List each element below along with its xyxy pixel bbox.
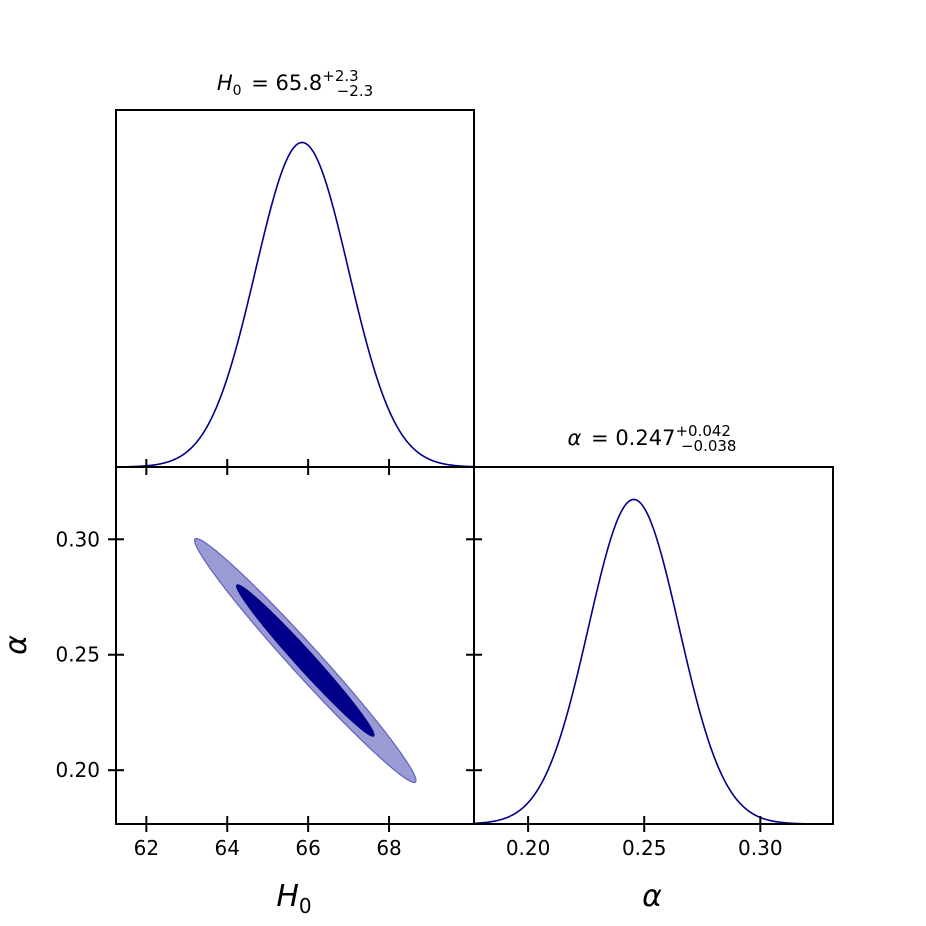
x-axis-label-h0: H0 (276, 879, 311, 918)
h0-title-plus: +2.3 (322, 67, 358, 85)
alpha-title-param: α (568, 426, 582, 450)
contour-68-region (236, 584, 375, 737)
alpha-xtick-label: 0.30 (738, 836, 783, 860)
joint-y-tick-labels: 0.20 0.25 0.30 (55, 527, 100, 782)
panel-marginal-alpha-frame (473, 466, 834, 825)
joint-xtick-label: 68 (376, 836, 401, 860)
alpha-title-plus: +0.042 (675, 422, 731, 440)
alpha-x-tick-labels: 0.20 0.25 0.30 (506, 836, 783, 860)
joint-xtick-label: 64 (215, 836, 240, 860)
h0-pdf-curve (115, 141, 475, 468)
joint-xtick-label: 66 (295, 836, 320, 860)
h0-title-param: H (217, 71, 233, 95)
joint-ytick-label: 0.30 (55, 527, 100, 551)
alpha-xtick-label: 0.20 (506, 836, 551, 860)
joint-xtick-label: 62 (134, 836, 159, 860)
y-axis-label-alpha: α (0, 635, 34, 655)
panel-marginal-h0: H0 = 65.8+2.3 −2.3 (115, 67, 475, 475)
alpha-title: α = 0.247+0.042 −0.038 (568, 422, 737, 455)
x-axis-label-alpha: α (642, 879, 662, 914)
panel-joint: 62 64 66 68 0.20 0.25 0.30 H0 α (0, 466, 482, 918)
joint-ticks (108, 538, 482, 832)
joint-ytick-label: 0.25 (55, 643, 100, 667)
panel-marginal-alpha: 0.20 0.25 0.30 α = 0.247+0.042 −0.038 α (473, 422, 834, 914)
panel-marginal-h0-frame (115, 109, 475, 468)
h0-title-subscript: 0 (233, 83, 242, 99)
joint-x-tick-labels: 62 64 66 68 (134, 836, 402, 860)
joint-ytick-label: 0.20 (55, 758, 100, 782)
alpha-pdf-curve (473, 498, 833, 825)
h0-title-minus: −2.3 (337, 82, 373, 100)
h0-title: H0 = 65.8+2.3 −2.3 (217, 67, 373, 100)
h0-title-value: 65.8 (276, 71, 323, 95)
alpha-title-minus: −0.038 (681, 437, 737, 455)
alpha-xtick-label: 0.25 (622, 836, 667, 860)
alpha-title-value: 0.247 (615, 426, 675, 450)
